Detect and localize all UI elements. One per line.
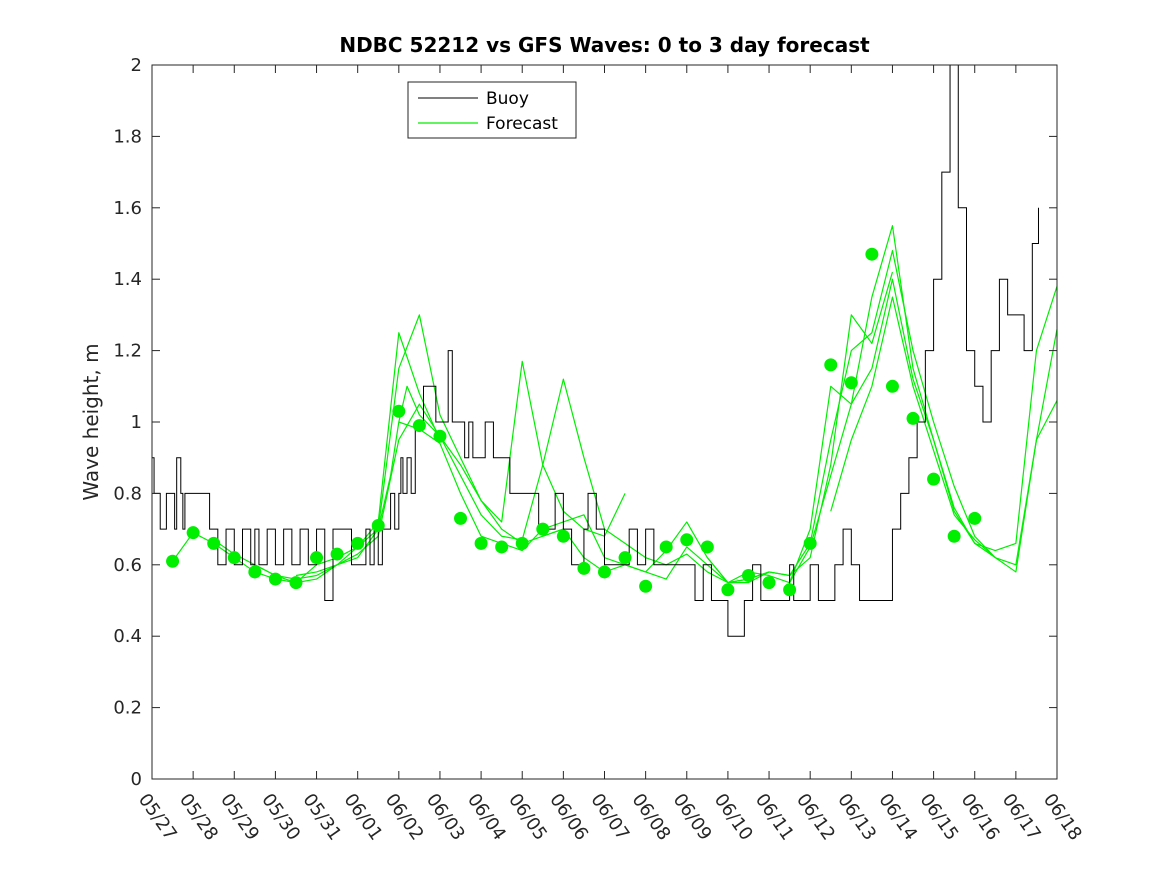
y-tick-label: 0.2 [113,698,142,719]
forecast-marker [618,551,632,565]
forecast-marker [515,536,529,550]
x-tick-label: 06/05 [504,790,551,845]
forecast-marker [927,472,941,486]
x-tick-label: 06/17 [998,790,1045,845]
forecast-marker [680,533,694,547]
forecast-marker [310,551,324,565]
forecast-marker [433,429,447,443]
legend-box [407,81,577,139]
forecast-marker [495,540,509,554]
x-tick-label: 06/13 [833,790,880,845]
x-tick-label: 05/31 [298,790,345,845]
x-tick-label: 06/01 [340,790,387,845]
x-tick-label: 06/14 [874,790,921,845]
y-tick-label: 1.6 [113,198,142,219]
x-tick-label: 06/03 [422,790,469,845]
y-tick-label: 0 [131,769,142,790]
forecast-marker [721,583,735,597]
y-tick-label: 1.8 [113,126,142,147]
x-tick-label: 06/10 [710,790,757,845]
forecast-marker [577,561,591,575]
forecast-marker [330,547,344,561]
forecast-run-2 [254,360,626,584]
forecast-marker [803,536,817,550]
buoy-line [152,64,1039,637]
buoy-series [152,64,1039,637]
forecast-marker [598,565,611,579]
x-tick-label: 06/12 [792,790,839,845]
y-axis-label: Wave height, m [79,343,103,500]
x-tick-label: 05/27 [134,790,181,845]
x-tick-label: 05/30 [257,790,304,845]
forecast-marker [186,526,200,540]
forecast-marker [392,404,406,418]
x-tick-label: 05/29 [216,790,263,845]
forecast-marker [639,579,653,593]
legend-forecast-label: Forecast [486,114,558,134]
legend-buoy-label: Buoy [486,89,529,109]
forecast-marker [844,376,858,390]
forecast-marker [474,536,488,550]
legend: Buoy Forecast [407,81,577,139]
y-tick-label: 0.4 [113,626,142,647]
y-tick-label: 1.4 [113,269,142,290]
y-tick-label: 0.6 [113,555,142,576]
forecast-marker [371,519,385,533]
forecast-marker [968,511,982,525]
y-axis-ticks: 0 0.2 0.4 0.6 0.8 1 1.2 1.4 1.6 1.8 2 [113,55,1057,790]
forecast-marker [227,551,241,565]
x-tick-label: 06/07 [586,790,633,845]
forecast-run-5 [542,225,996,584]
forecast-run-8 [830,296,1058,573]
x-tick-label: 06/02 [381,790,428,845]
y-tick-label: 2 [131,55,142,76]
forecast-marker [741,569,755,583]
forecast-run-6 [706,250,1058,584]
x-tick-label: 06/08 [628,790,675,845]
forecast-run-7 [789,278,1058,583]
forecast-marker [824,358,838,372]
x-tick-label: 06/16 [957,790,1004,845]
forecast-marker [268,572,282,586]
forecast-marker [556,529,570,543]
x-tick-label: 06/09 [669,790,716,845]
x-tick-label: 05/28 [175,790,222,845]
forecast-marker [536,522,550,536]
forecast-marker [783,583,797,597]
forecast-marker [762,576,776,590]
forecast-marker [289,576,303,590]
y-tick-label: 1.2 [113,341,142,362]
forecast-marker [207,536,221,550]
forecast-marker [947,529,961,543]
forecast-marker [412,419,426,433]
forecast-marker [906,411,920,425]
plot-area [152,65,1057,779]
forecast-marker [885,379,899,393]
forecast-lines [172,225,1058,584]
x-tick-label: 06/04 [463,790,510,845]
x-tick-label: 06/06 [545,790,592,845]
forecast-marker [248,565,262,579]
forecast-marker [351,536,365,550]
forecast-marker [166,554,180,568]
forecast-run-3 [295,378,770,584]
forecast-markers [166,247,982,597]
plot-background [152,65,1057,779]
chart-title: NDBC 52212 vs GFS Waves: 0 to 3 day fore… [339,33,870,57]
y-tick-label: 1 [131,412,142,433]
y-tick-label: 0.8 [113,483,142,504]
forecast-marker [700,540,714,554]
forecast-marker [659,540,673,554]
x-tick-label: 06/18 [1039,790,1086,845]
x-tick-label: 06/15 [915,790,962,845]
forecast-marker [454,511,468,525]
x-tick-label: 06/11 [751,790,798,845]
forecast-marker [865,247,879,261]
